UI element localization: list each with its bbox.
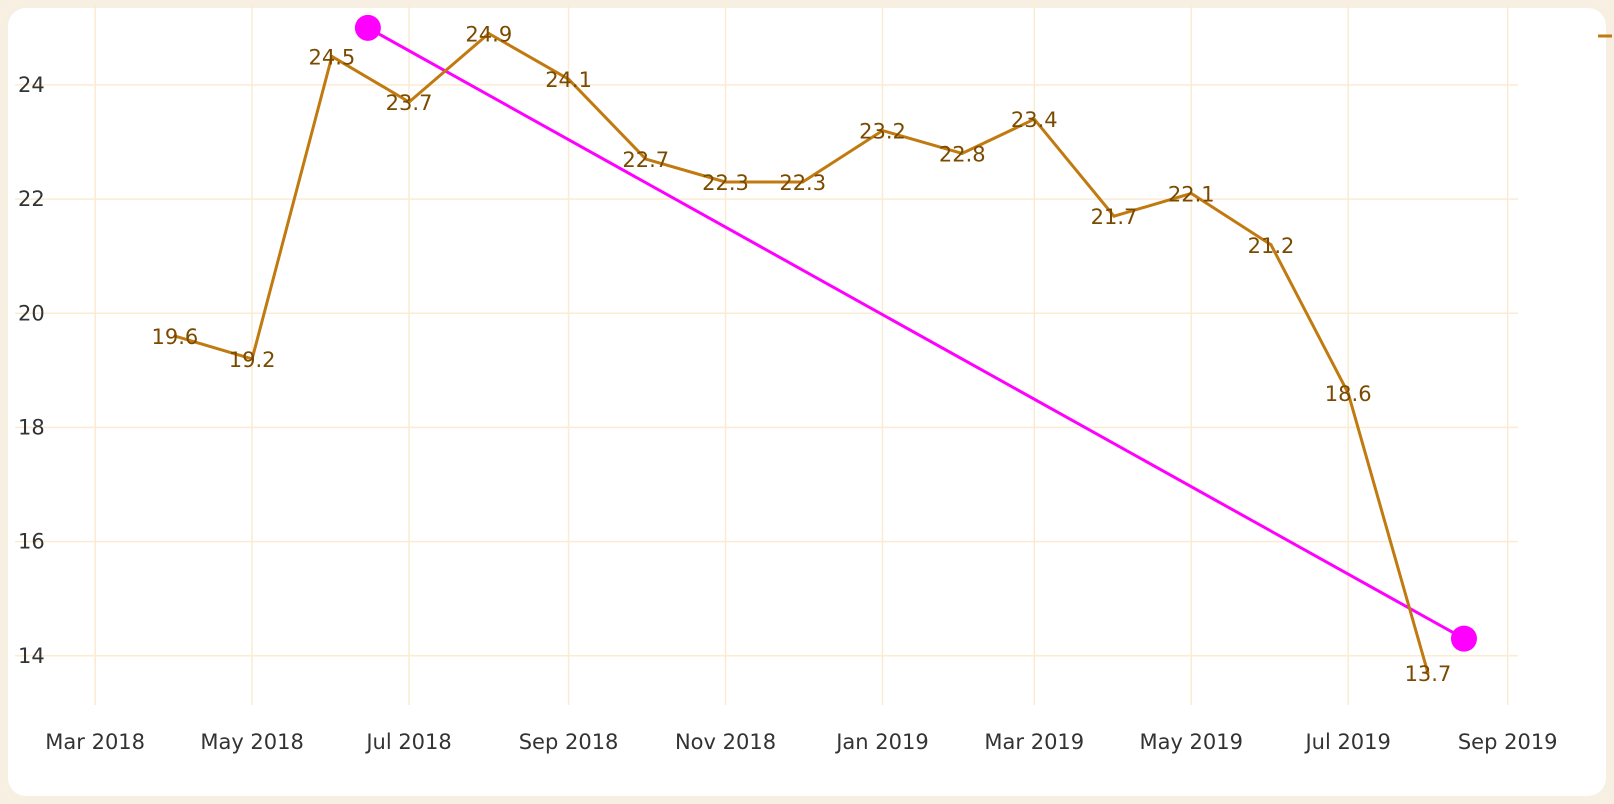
data-label: 22.8 [939,142,986,166]
data-point [644,157,648,161]
trend-annotation [354,14,1477,652]
data-label: 19.2 [229,348,276,372]
data-label: 22.3 [702,171,749,195]
x-tick-label: Nov 2018 [675,730,776,754]
y-tick-label: 14 [18,644,45,668]
data-label: 24.9 [465,23,512,47]
data-point [487,32,491,36]
data-label: 19.6 [152,325,199,349]
data-point [1346,391,1350,395]
trend-start-point [354,14,381,41]
series [173,32,1430,675]
x-tick-label: Jul 2018 [364,730,451,754]
data-point [250,357,254,361]
y-tick-label: 22 [18,187,45,211]
x-tick-label: Mar 2018 [45,730,145,754]
x-tick-label: Sep 2018 [519,730,619,754]
data-label: 23.2 [859,120,906,144]
data-label: 13.7 [1405,662,1452,686]
data-label: 21.7 [1091,205,1138,229]
x-tick-label: May 2018 [200,730,304,754]
data-point [801,180,805,184]
trend-end-point [1450,625,1477,652]
data-point [567,77,571,81]
data-point [407,100,411,104]
data-point [1032,117,1036,121]
data-point [1189,191,1193,195]
series-line [174,32,1430,674]
data-labels: 19.6 19.2 24.5 23.7 24.9 24.1 22.7 22.3 22.3 23.2… [152,23,1452,686]
data-label: 22.3 [779,171,826,195]
data-label: 22.7 [622,148,669,172]
data-point [960,151,964,155]
data-point [880,129,884,133]
data-point [1112,214,1116,218]
y-tick-label: 20 [18,301,45,325]
x-axis: Mar 2018 May 2018 Jul 2018 Sep 2018 Nov 2018… [45,730,1557,754]
data-label: 18.6 [1325,382,1372,406]
trend-line [367,26,1465,640]
data-point [724,180,728,184]
y-axis: 14 16 18 20 22 24 [18,73,45,668]
data-point [173,334,177,338]
data-label: 23.7 [386,91,433,115]
y-tick-label: 18 [18,415,45,439]
data-point [1269,243,1273,247]
data-label: 22.1 [1168,182,1215,206]
data-label: 21.2 [1248,234,1295,258]
data-point [330,54,334,58]
x-tick-label: Jul 2019 [1303,730,1390,754]
data-label: 24.1 [545,68,592,92]
x-tick-label: Sep 2019 [1458,730,1558,754]
y-tick-label: 24 [18,73,45,97]
data-label: 24.5 [308,45,355,69]
y-tick-label: 16 [18,530,45,554]
data-label: 23.4 [1011,108,1058,132]
x-tick-label: Jan 2019 [834,730,929,754]
x-tick-label: Mar 2019 [984,730,1084,754]
x-tick-label: May 2019 [1139,730,1243,754]
data-point [1426,671,1430,675]
